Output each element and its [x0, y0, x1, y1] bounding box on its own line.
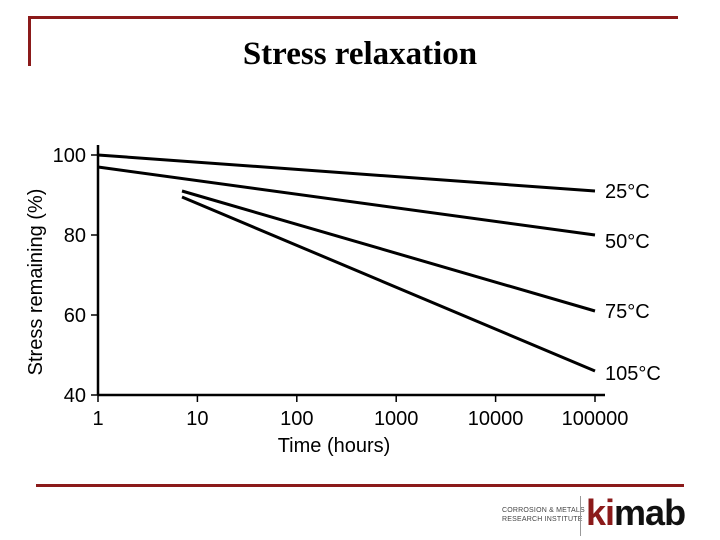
y-tick-label: 40: [64, 385, 86, 407]
x-tick-label: 10000: [468, 408, 524, 430]
logo-wordmark-ki: ki: [586, 492, 615, 533]
logo-institute-text: CORROSION & METALS RESEARCH INSTITUTE: [502, 506, 585, 524]
kimab-logo: CORROSION & METALS RESEARCH INSTITUTE ki…: [500, 492, 700, 538]
series-line: [97, 153, 596, 193]
y-tick-label: 100: [53, 145, 86, 167]
slide-title: Stress relaxation: [242, 36, 478, 72]
logo-line-1: CORROSION & METALS: [502, 507, 585, 514]
chart-series: 25°C 50°C 75°C 105°C: [97, 153, 661, 385]
series-line: [97, 165, 596, 237]
x-tick-label: 10: [186, 408, 208, 430]
x-tick-label: 100: [280, 408, 313, 430]
chart-axes: [96, 145, 605, 397]
logo-line-2: RESEARCH INSTITUTE: [502, 516, 583, 523]
series-end-label: 50°C: [605, 231, 650, 253]
y-tick-label: 80: [64, 225, 86, 247]
slide-frame-bottom-rule: [36, 484, 684, 487]
series-line: [181, 195, 596, 373]
y-tick-label: 60: [64, 305, 86, 327]
x-tick-label: 1: [92, 408, 103, 430]
logo-wordmark-mab: mab: [614, 492, 686, 533]
x-axis-label: Time (hours): [278, 435, 391, 457]
stress-relaxation-chart: 100 80 60 40 1 10 100 1000 10000 100000 25°C 50°C 7…: [25, 145, 661, 457]
series-end-label: 25°C: [605, 181, 650, 203]
logo-wordmark: kimab: [586, 492, 686, 534]
series-line: [181, 189, 596, 313]
series-end-label: 75°C: [605, 301, 650, 323]
slide-frame-top-rule: [30, 16, 678, 19]
chart-ticks: 100 80 60 40 1 10 100 1000 10000 100000: [53, 145, 629, 430]
logo-divider: [580, 496, 581, 536]
slide-frame-left-rule: [28, 16, 31, 66]
y-axis-label: Stress remaining (%): [25, 189, 47, 376]
series-end-label: 105°C: [605, 363, 661, 385]
x-tick-label: 1000: [374, 408, 419, 430]
x-tick-label: 100000: [562, 408, 629, 430]
